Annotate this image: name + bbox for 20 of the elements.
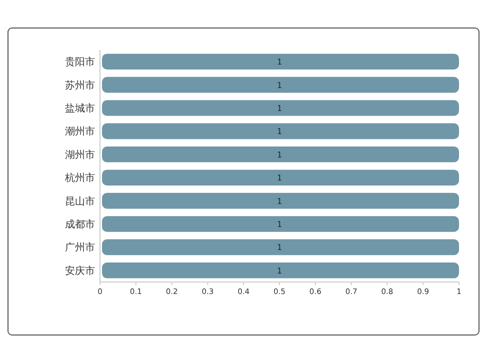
y-tick-label: 安庆市 xyxy=(65,264,95,277)
data-label: 1 xyxy=(276,104,282,113)
data-label: 1 xyxy=(276,220,282,229)
y-tick-label: 湖州市 xyxy=(65,148,95,161)
y-tick-label: 杭州市 xyxy=(64,172,95,184)
y-tick-label: 贵阳市 xyxy=(65,56,95,68)
y-tick-label: 昆山市 xyxy=(65,195,95,208)
y-tick-label: 潮州市 xyxy=(65,126,95,138)
data-label: 1 xyxy=(276,266,282,276)
data-label: 1 xyxy=(276,196,282,206)
y-tick-label: 广州市 xyxy=(65,242,95,254)
data-label: 1 xyxy=(276,80,282,90)
y-tick-label: 苏州市 xyxy=(65,79,95,92)
data-label: 1 xyxy=(276,58,282,67)
y-tick-label: 成都市 xyxy=(65,218,95,230)
data-label: 1 xyxy=(276,150,282,160)
data-label: 1 xyxy=(276,243,282,252)
data-label: 1 xyxy=(276,127,282,136)
y-tick-label: 盐城市 xyxy=(65,102,95,114)
data-label: 1 xyxy=(276,174,282,183)
